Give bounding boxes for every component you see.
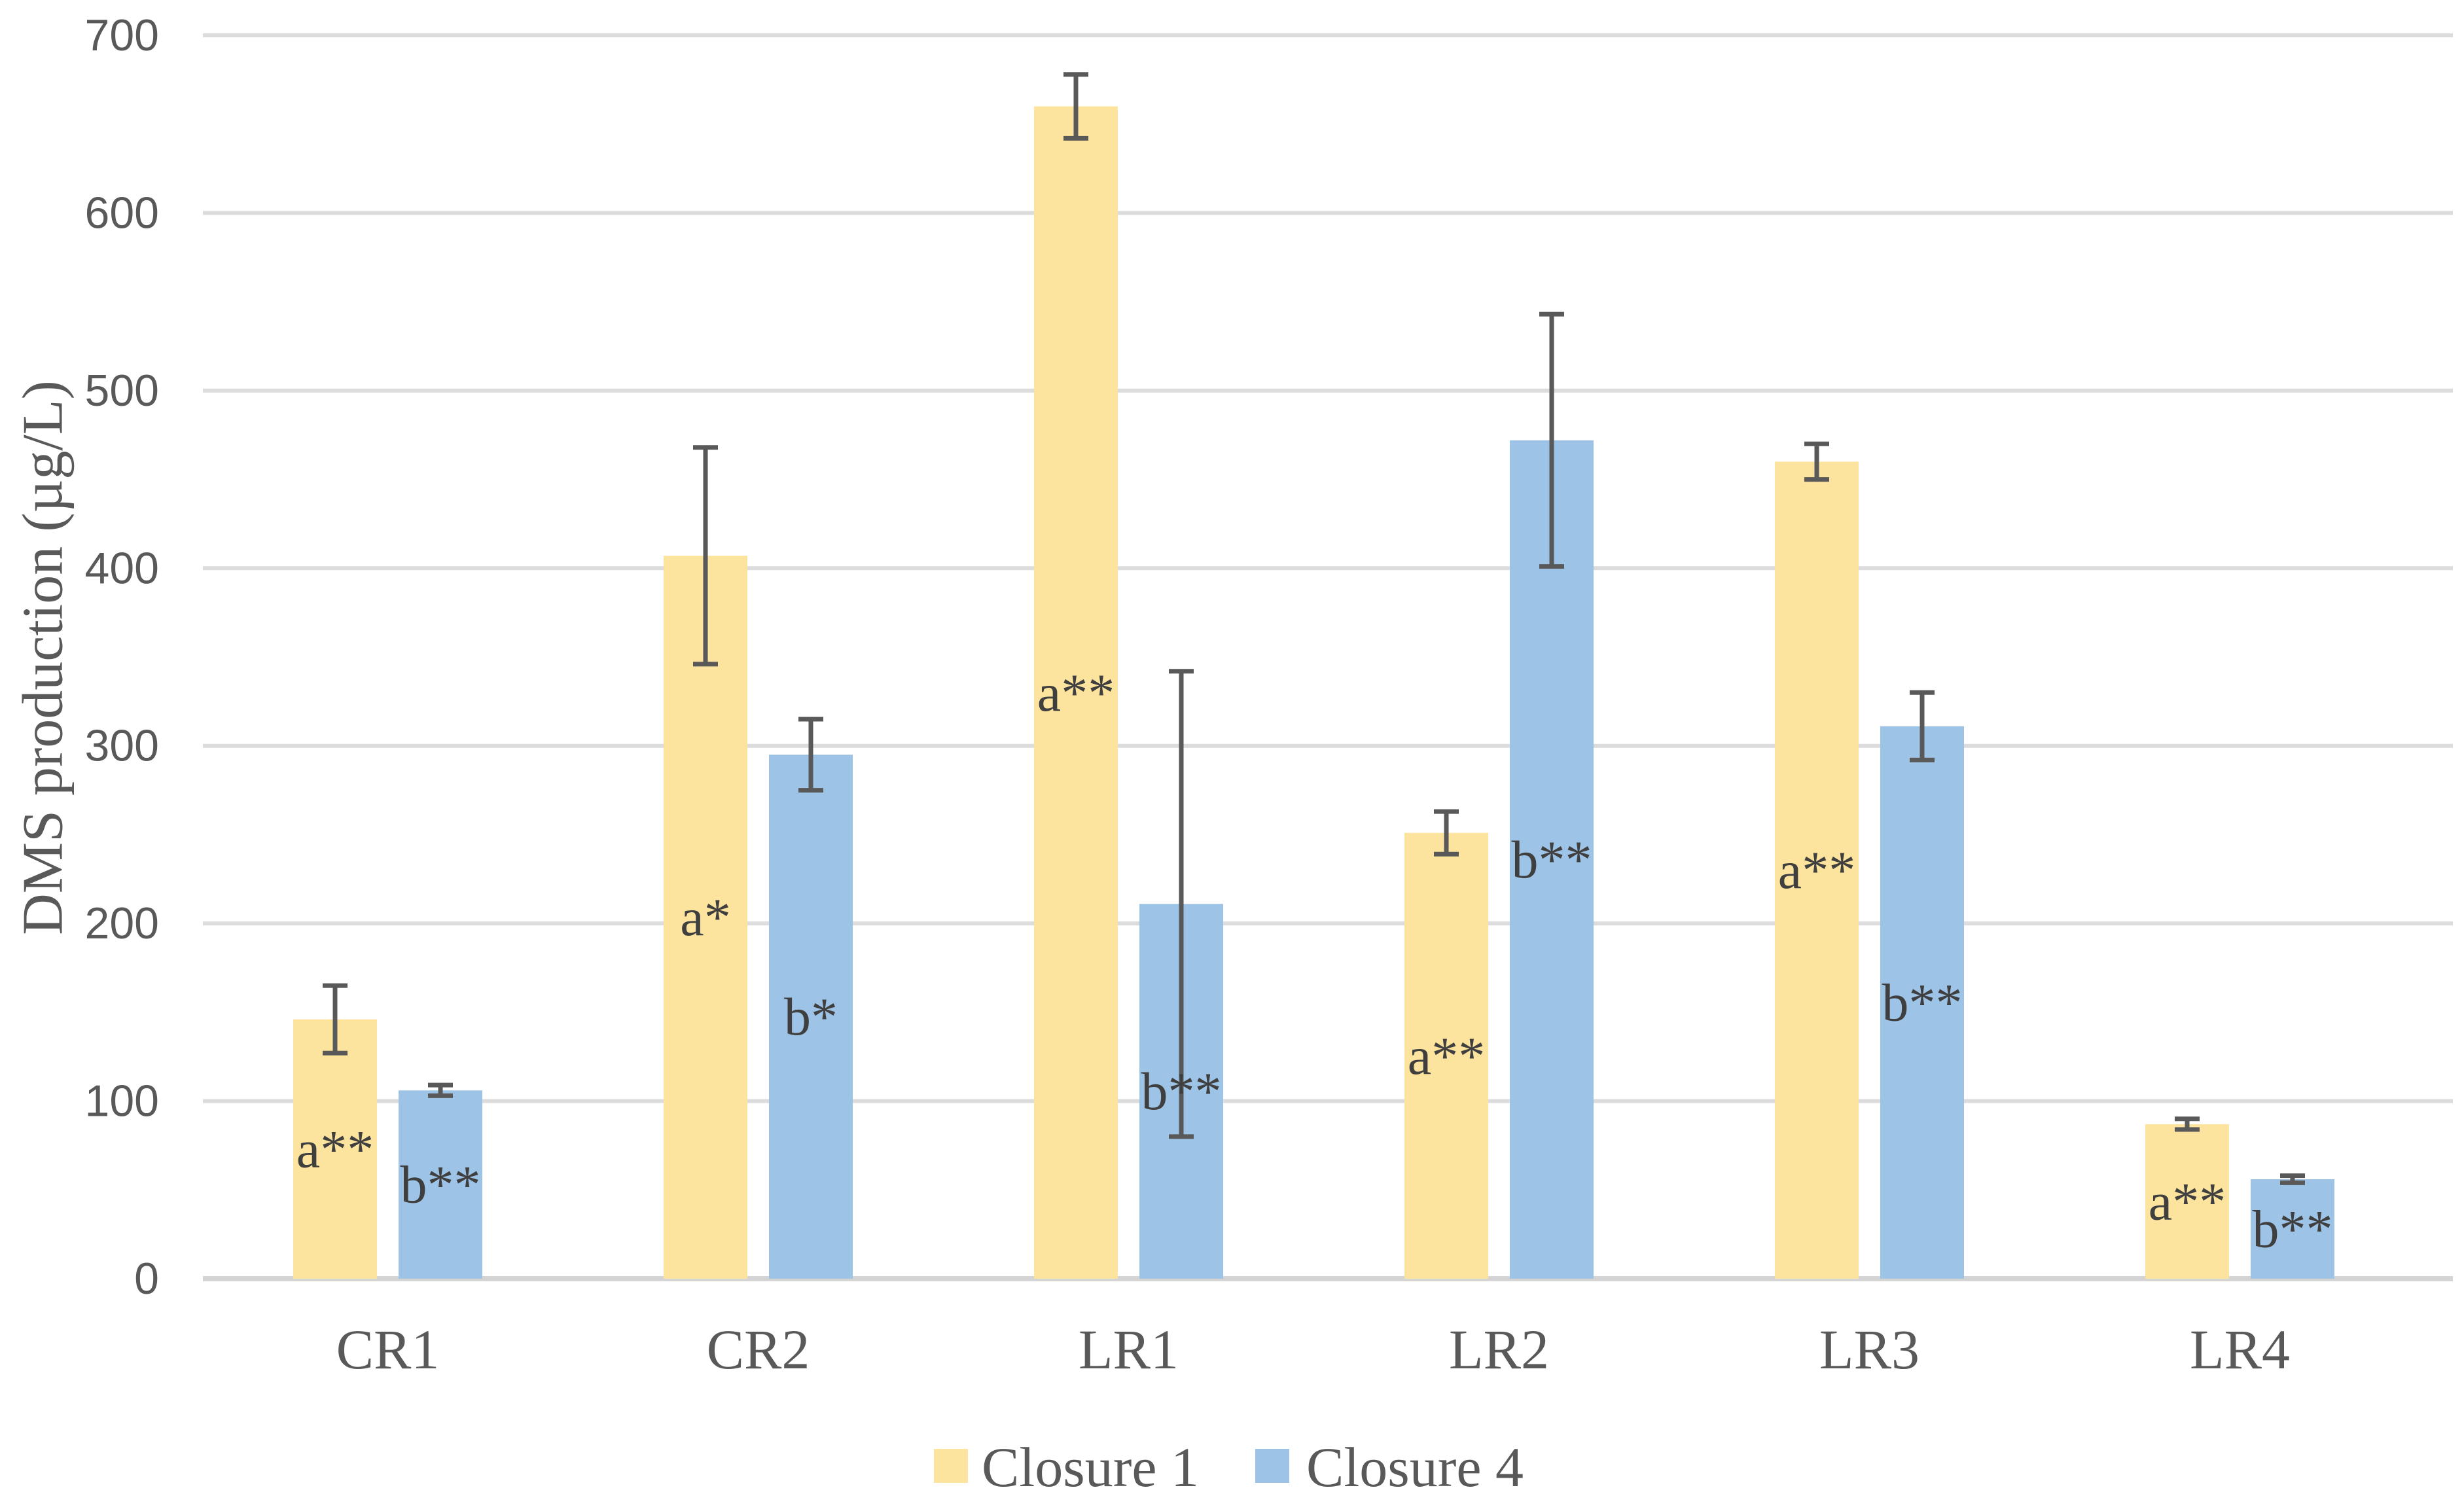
bar-annotation: b** <box>1882 972 1963 1032</box>
y-tick-label: 300 <box>85 721 159 771</box>
bar-annotation: b** <box>2253 1200 2333 1259</box>
y-tick-label: 200 <box>85 898 159 948</box>
bar-annotation: b** <box>401 1155 481 1215</box>
bar-closure-1-cr2 <box>664 556 747 1279</box>
y-tick-label: 600 <box>85 188 159 238</box>
y-tick-label: 700 <box>85 10 159 60</box>
bar-annotation: b** <box>1141 1061 1222 1121</box>
legend-swatch-closure-4 <box>1255 1449 1289 1483</box>
bar-closure-1-lr1 <box>1034 106 1118 1279</box>
y-tick-label: 100 <box>85 1076 159 1126</box>
bar-closure-1-lr3 <box>1775 461 1859 1279</box>
bar-annotation: a** <box>1408 1026 1485 1086</box>
bar-annotation: a** <box>2149 1171 2226 1231</box>
legend-label: Closure 1 <box>982 1436 1199 1499</box>
bar-closure-4-lr4 <box>2251 1179 2334 1279</box>
x-category-label: LR2 <box>1449 1318 1549 1381</box>
bar-closure-4-cr1 <box>399 1090 482 1279</box>
y-tick-label: 0 <box>134 1254 159 1304</box>
bar-annotation: a* <box>680 887 730 947</box>
bar-closure-1-lr4 <box>2145 1124 2229 1279</box>
bar-annotation: a** <box>1778 840 1855 900</box>
bar-closure-1-cr1 <box>293 1019 377 1279</box>
bar-closure-4-cr2 <box>769 755 853 1279</box>
x-category-label: LR3 <box>1819 1318 1919 1381</box>
x-category-label: CR1 <box>336 1318 440 1381</box>
x-category-label: LR4 <box>2190 1318 2290 1381</box>
bar-annotation: b** <box>1512 830 1592 889</box>
x-category-label: LR1 <box>1079 1318 1179 1381</box>
bar-annotation: b* <box>784 987 838 1046</box>
bar-closure-1-lr2 <box>1404 832 1488 1279</box>
x-category-label: CR2 <box>707 1318 810 1381</box>
y-tick-label: 500 <box>85 366 159 416</box>
bar-closure-4-lr2 <box>1510 440 1594 1279</box>
legend-label: Closure 4 <box>1306 1436 1524 1499</box>
bar-closure-4-lr3 <box>1880 726 1964 1279</box>
legend-swatch-closure-1 <box>934 1449 968 1483</box>
bar-annotation: a** <box>296 1119 374 1179</box>
y-tick-label: 400 <box>85 543 159 593</box>
bar-annotation: a** <box>1037 663 1115 722</box>
y-axis-title: DMS production (µg/L) <box>12 380 75 935</box>
